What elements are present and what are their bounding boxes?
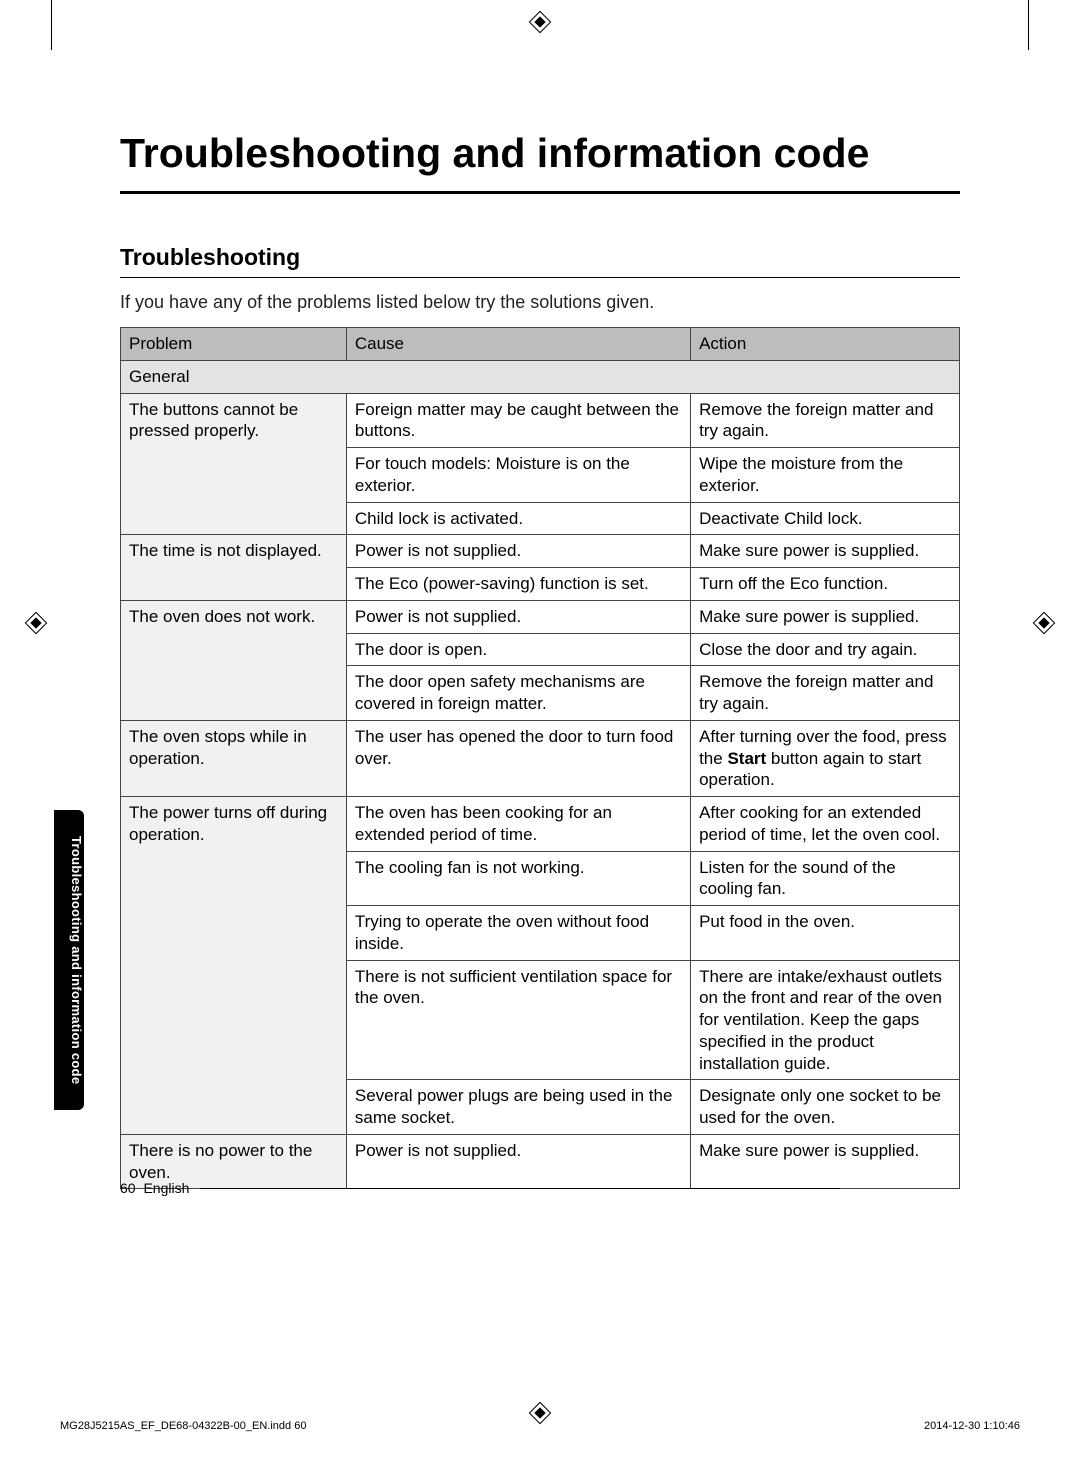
- print-info: MG28J5215AS_EF_DE68-04322B-00_EN.indd 60…: [60, 1420, 1020, 1432]
- crop-mark: [1028, 0, 1029, 50]
- cause-cell: There is not sufficient ventilation spac…: [346, 960, 690, 1080]
- cause-cell: The oven has been cooking for an extende…: [346, 797, 690, 852]
- action-cell: Remove the foreign matter and try again.: [691, 666, 960, 721]
- problem-cell: The power turns off during operation.: [121, 797, 347, 1135]
- cause-cell: Foreign matter may be caught between the…: [346, 393, 690, 448]
- action-cell: Remove the foreign matter and try again.: [691, 393, 960, 448]
- cause-cell: The door open safety mechanisms are cove…: [346, 666, 690, 721]
- col-cause: Cause: [346, 328, 690, 361]
- cause-cell: Several power plugs are being used in th…: [346, 1080, 690, 1135]
- table-row: The power turns off during operation.The…: [121, 797, 960, 852]
- problem-cell: The oven stops while in operation.: [121, 720, 347, 796]
- page-language: English: [143, 1180, 189, 1196]
- action-cell: Turn off the Eco function.: [691, 568, 960, 601]
- action-cell: Make sure power is supplied.: [691, 600, 960, 633]
- action-cell: Close the door and try again.: [691, 633, 960, 666]
- problem-cell: The oven does not work.: [121, 600, 347, 720]
- intro-text: If you have any of the problems listed b…: [120, 292, 960, 313]
- section-heading: Troubleshooting: [120, 244, 960, 278]
- footer-rule: [200, 1188, 840, 1189]
- problem-cell: The time is not displayed.: [121, 535, 347, 601]
- troubleshooting-table: Problem Cause Action General The buttons…: [120, 327, 960, 1189]
- table-section-label: General: [121, 360, 960, 393]
- cause-cell: For touch models: Moisture is on the ext…: [346, 448, 690, 503]
- manual-page: Troubleshooting and information code Tro…: [0, 0, 1080, 1476]
- cause-cell: The door is open.: [346, 633, 690, 666]
- page-footer: 60 English: [120, 1180, 189, 1196]
- cause-cell: Child lock is activated.: [346, 502, 690, 535]
- problem-cell: The buttons cannot be pressed properly.: [121, 393, 347, 535]
- registration-mark: [529, 11, 552, 34]
- action-cell: There are intake/exhaust outlets on the …: [691, 960, 960, 1080]
- table-section-row: General: [121, 360, 960, 393]
- cause-cell: The user has opened the door to turn foo…: [346, 720, 690, 796]
- registration-mark: [25, 612, 48, 635]
- table-row: The oven does not work.Power is not supp…: [121, 600, 960, 633]
- cause-cell: Trying to operate the oven without food …: [346, 906, 690, 961]
- action-cell: Make sure power is supplied.: [691, 1134, 960, 1189]
- cause-cell: The cooling fan is not working.: [346, 851, 690, 906]
- table-row: There is no power to the oven.Power is n…: [121, 1134, 960, 1189]
- action-cell: Make sure power is supplied.: [691, 535, 960, 568]
- cause-cell: The Eco (power-saving) function is set.: [346, 568, 690, 601]
- registration-mark: [1033, 612, 1056, 635]
- side-tab: Troubleshooting and information code: [54, 810, 84, 1110]
- col-action: Action: [691, 328, 960, 361]
- table-row: The oven stops while in operation.The us…: [121, 720, 960, 796]
- cause-cell: Power is not supplied.: [346, 600, 690, 633]
- cause-cell: Power is not supplied.: [346, 1134, 690, 1189]
- crop-mark: [51, 0, 52, 50]
- action-cell: Put food in the oven.: [691, 906, 960, 961]
- action-cell: Wipe the moisture from the exterior.: [691, 448, 960, 503]
- action-cell: After cooking for an extended period of …: [691, 797, 960, 852]
- col-problem: Problem: [121, 328, 347, 361]
- action-cell: After turning over the food, press the S…: [691, 720, 960, 796]
- page-number: 60: [120, 1180, 136, 1196]
- print-date: 2014-12-30 1:10:46: [924, 1420, 1020, 1432]
- page-title: Troubleshooting and information code: [120, 130, 960, 194]
- table-row: The buttons cannot be pressed properly.F…: [121, 393, 960, 448]
- action-cell: Listen for the sound of the cooling fan.: [691, 851, 960, 906]
- table-row: The time is not displayed.Power is not s…: [121, 535, 960, 568]
- print-file: MG28J5215AS_EF_DE68-04322B-00_EN.indd 60: [60, 1420, 306, 1432]
- action-cell: Deactivate Child lock.: [691, 502, 960, 535]
- cause-cell: Power is not supplied.: [346, 535, 690, 568]
- bold-text: Start: [727, 749, 766, 768]
- action-cell: Designate only one socket to be used for…: [691, 1080, 960, 1135]
